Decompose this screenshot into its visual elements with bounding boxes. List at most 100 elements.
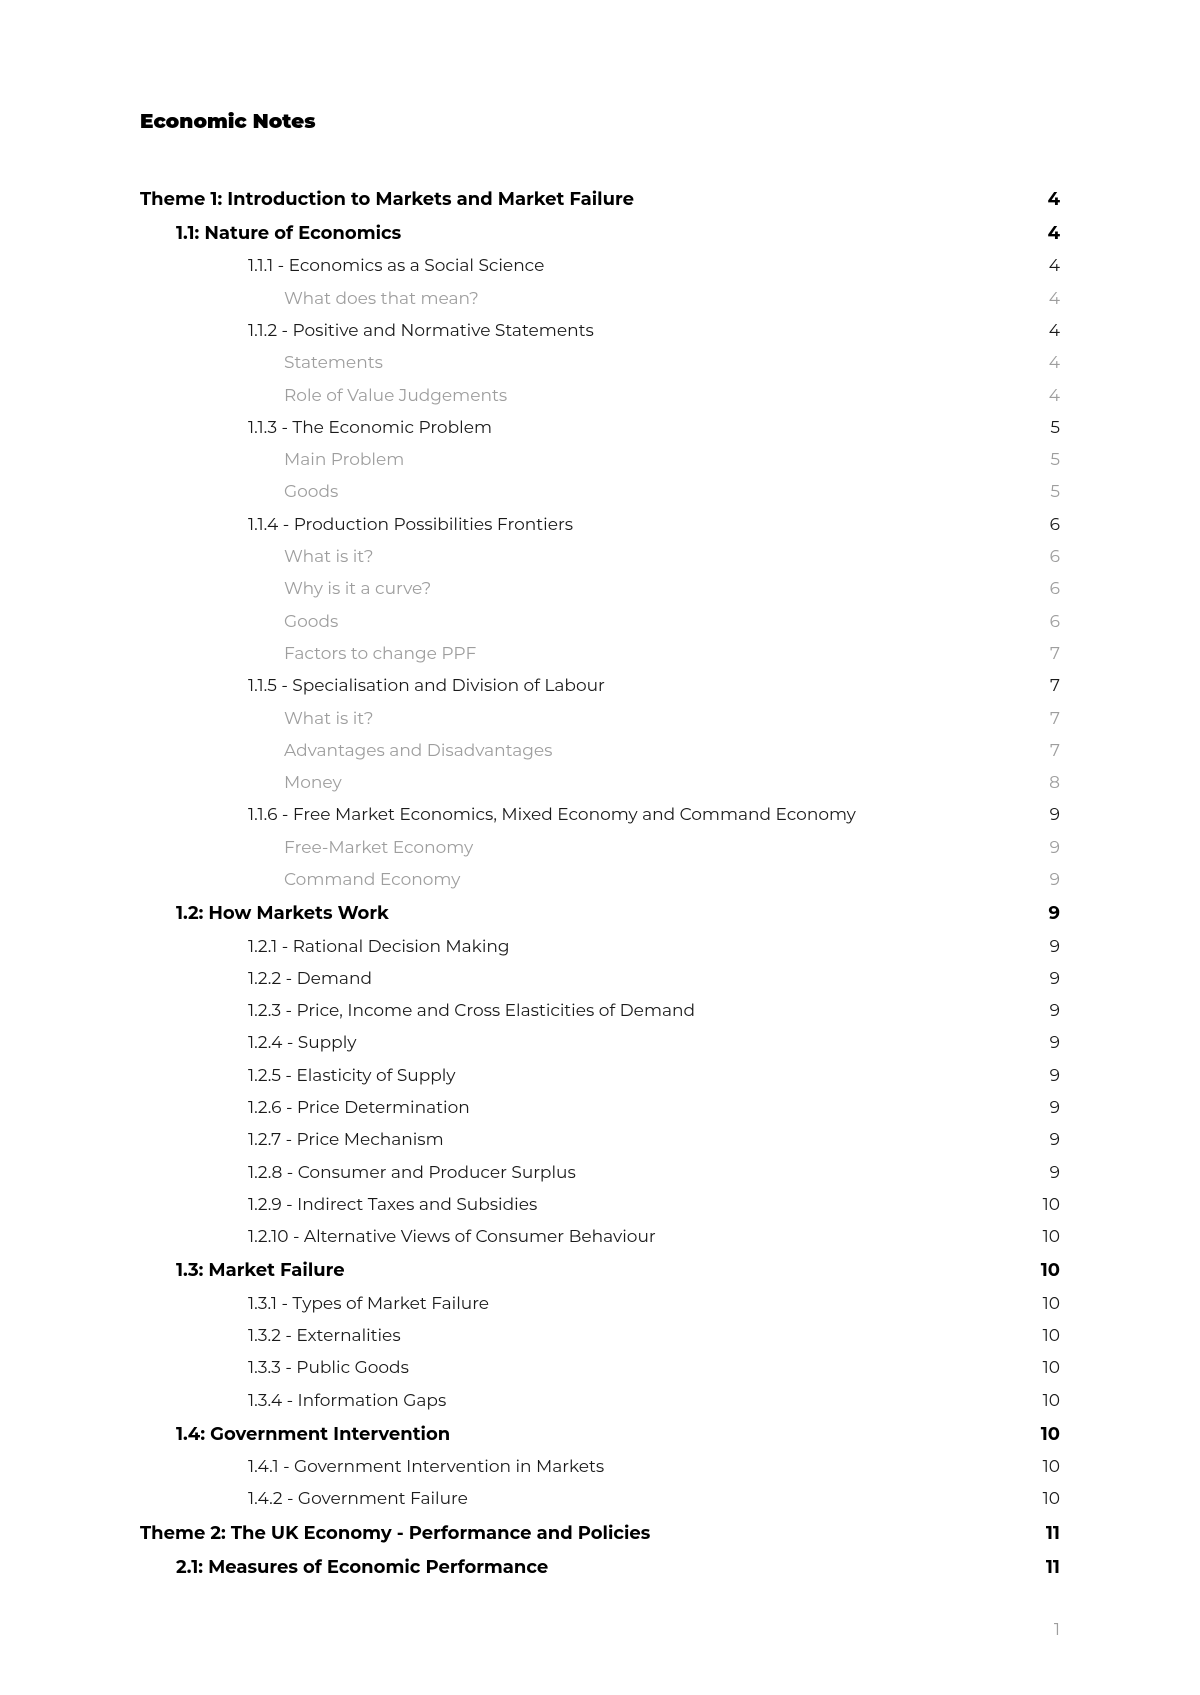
toc-row[interactable]: 1.2: How Markets Work9 — [140, 896, 1060, 930]
toc-row[interactable]: Money8 — [140, 767, 1060, 799]
toc-entry-page: 9 — [1020, 799, 1060, 831]
toc-entry-page: 4 — [1020, 182, 1060, 216]
toc-row[interactable]: Free-Market Economy9 — [140, 832, 1060, 864]
toc-row[interactable]: Command Economy9 — [140, 864, 1060, 896]
toc-entry-title: 1.2.10 - Alternative Views of Consumer B… — [248, 1221, 1020, 1253]
toc-entry-page: 9 — [1020, 1027, 1060, 1059]
toc-row[interactable]: 1.3: Market Failure10 — [140, 1253, 1060, 1287]
toc-row[interactable]: What is it?7 — [140, 703, 1060, 735]
toc-entry-title: Why is it a curve? — [284, 573, 1020, 605]
toc-row[interactable]: 1.2.1 - Rational Decision Making9 — [140, 931, 1060, 963]
toc-row[interactable]: What is it?6 — [140, 541, 1060, 573]
toc-entry-title: What is it? — [284, 541, 1020, 573]
toc-row[interactable]: 1.2.5 - Elasticity of Supply9 — [140, 1060, 1060, 1092]
toc-entry-page: 10 — [1020, 1189, 1060, 1221]
toc-entry-page: 6 — [1020, 606, 1060, 638]
toc-entry-title: 1.2.9 - Indirect Taxes and Subsidies — [248, 1189, 1020, 1221]
toc-row[interactable]: 1.2.8 - Consumer and Producer Surplus9 — [140, 1157, 1060, 1189]
toc-row[interactable]: What does that mean?4 — [140, 283, 1060, 315]
page-number: 1 — [1054, 1620, 1060, 1640]
toc-row[interactable]: 1.1.4 - Production Possibilities Frontie… — [140, 509, 1060, 541]
toc-row[interactable]: 1.1.3 - The Economic Problem5 — [140, 412, 1060, 444]
toc-entry-page: 10 — [1020, 1352, 1060, 1384]
toc-entry-title: 1.2.1 - Rational Decision Making — [248, 931, 1020, 963]
toc-entry-title: 1.4.1 - Government Intervention in Marke… — [248, 1451, 1020, 1483]
toc-entry-page: 8 — [1020, 767, 1060, 799]
toc-row[interactable]: 1.2.9 - Indirect Taxes and Subsidies10 — [140, 1189, 1060, 1221]
toc-row[interactable]: 1.1: Nature of Economics4 — [140, 216, 1060, 250]
toc-entry-page: 10 — [1020, 1451, 1060, 1483]
toc-entry-page: 10 — [1020, 1221, 1060, 1253]
toc-row[interactable]: Goods6 — [140, 606, 1060, 638]
toc-row[interactable]: Goods5 — [140, 476, 1060, 508]
toc-row[interactable]: Main Problem5 — [140, 444, 1060, 476]
toc-row[interactable]: 1.2.4 - Supply9 — [140, 1027, 1060, 1059]
toc-entry-title: 1.2.7 - Price Mechanism — [248, 1124, 1020, 1156]
toc-entry-page: 4 — [1020, 347, 1060, 379]
toc-entry-title: What is it? — [284, 703, 1020, 735]
toc-entry-page: 7 — [1020, 670, 1060, 702]
toc-row[interactable]: Theme 1: Introduction to Markets and Mar… — [140, 182, 1060, 216]
toc-row[interactable]: 1.2.3 - Price, Income and Cross Elastici… — [140, 995, 1060, 1027]
toc-row[interactable]: 1.4.1 - Government Intervention in Marke… — [140, 1451, 1060, 1483]
toc-row[interactable]: 1.3.3 - Public Goods10 — [140, 1352, 1060, 1384]
toc-row[interactable]: 1.3.4 - Information Gaps10 — [140, 1385, 1060, 1417]
toc-entry-page: 10 — [1020, 1385, 1060, 1417]
toc-entry-title: What does that mean? — [284, 283, 1020, 315]
toc-entry-title: 1.2.6 - Price Determination — [248, 1092, 1020, 1124]
toc-entry-page: 9 — [1020, 1060, 1060, 1092]
toc-entry-title: Goods — [284, 476, 1020, 508]
toc-entry-page: 10 — [1020, 1288, 1060, 1320]
toc-row[interactable]: 1.1.5 - Specialisation and Division of L… — [140, 670, 1060, 702]
toc-row[interactable]: 1.3.1 - Types of Market Failure10 — [140, 1288, 1060, 1320]
toc-row[interactable]: Role of Value Judgements4 — [140, 380, 1060, 412]
toc-entry-title: 1.3.2 - Externalities — [248, 1320, 1020, 1352]
toc-row[interactable]: 2.1: Measures of Economic Performance11 — [140, 1550, 1060, 1584]
toc-row[interactable]: Theme 2: The UK Economy - Performance an… — [140, 1516, 1060, 1550]
toc-row[interactable]: 1.2.6 - Price Determination9 — [140, 1092, 1060, 1124]
toc-row[interactable]: 1.2.2 - Demand9 — [140, 963, 1060, 995]
toc-row[interactable]: 1.1.6 - Free Market Economics, Mixed Eco… — [140, 799, 1060, 831]
toc-row[interactable]: 1.2.10 - Alternative Views of Consumer B… — [140, 1221, 1060, 1253]
toc-entry-page: 9 — [1020, 1124, 1060, 1156]
toc-row[interactable]: 1.4.2 - Government Failure10 — [140, 1483, 1060, 1515]
toc-row[interactable]: 1.1.2 - Positive and Normative Statement… — [140, 315, 1060, 347]
toc-entry-title: 1.4: Government Intervention — [176, 1417, 1020, 1451]
toc-entry-page: 9 — [1020, 1092, 1060, 1124]
toc-entry-page: 9 — [1020, 963, 1060, 995]
toc-row[interactable]: Factors to change PPF7 — [140, 638, 1060, 670]
toc-entry-title: 1.3.3 - Public Goods — [248, 1352, 1020, 1384]
toc-entry-title: 1.1.4 - Production Possibilities Frontie… — [248, 509, 1020, 541]
toc-entry-page: 4 — [1020, 283, 1060, 315]
toc-row[interactable]: 1.1.1 - Economics as a Social Science4 — [140, 250, 1060, 282]
document-title: Economic Notes — [140, 110, 1060, 134]
toc-entry-title: 1.1.6 - Free Market Economics, Mixed Eco… — [248, 799, 1020, 831]
toc-entry-title: Theme 2: The UK Economy - Performance an… — [140, 1516, 1020, 1550]
toc-entry-title: Theme 1: Introduction to Markets and Mar… — [140, 182, 1020, 216]
toc-row[interactable]: Statements4 — [140, 347, 1060, 379]
toc-entry-title: Advantages and Disadvantages — [284, 735, 1020, 767]
toc-entry-page: 11 — [1020, 1516, 1060, 1550]
toc-entry-page: 10 — [1020, 1253, 1060, 1287]
toc-entry-title: Free-Market Economy — [284, 832, 1020, 864]
toc-entry-page: 9 — [1020, 864, 1060, 896]
toc-entry-title: 1.3.4 - Information Gaps — [248, 1385, 1020, 1417]
toc-row[interactable]: 1.2.7 - Price Mechanism9 — [140, 1124, 1060, 1156]
toc-row[interactable]: Why is it a curve?6 — [140, 573, 1060, 605]
toc-entry-page: 9 — [1020, 832, 1060, 864]
toc-entry-page: 6 — [1020, 541, 1060, 573]
toc-entry-page: 11 — [1020, 1550, 1060, 1584]
toc-row[interactable]: 1.3.2 - Externalities10 — [140, 1320, 1060, 1352]
toc-entry-page: 6 — [1020, 509, 1060, 541]
toc-entry-title: 1.1.3 - The Economic Problem — [248, 412, 1020, 444]
toc-entry-page: 7 — [1020, 638, 1060, 670]
toc-entry-title: Statements — [284, 347, 1020, 379]
toc-entry-page: 9 — [1020, 896, 1060, 930]
toc-row[interactable]: Advantages and Disadvantages7 — [140, 735, 1060, 767]
toc-row[interactable]: 1.4: Government Intervention10 — [140, 1417, 1060, 1451]
toc-entry-page: 5 — [1020, 476, 1060, 508]
toc-entry-title: 1.2: How Markets Work — [176, 896, 1020, 930]
toc-entry-page: 4 — [1020, 380, 1060, 412]
toc-entry-title: 1.1.1 - Economics as a Social Science — [248, 250, 1020, 282]
toc-entry-title: 1.2.3 - Price, Income and Cross Elastici… — [248, 995, 1020, 1027]
